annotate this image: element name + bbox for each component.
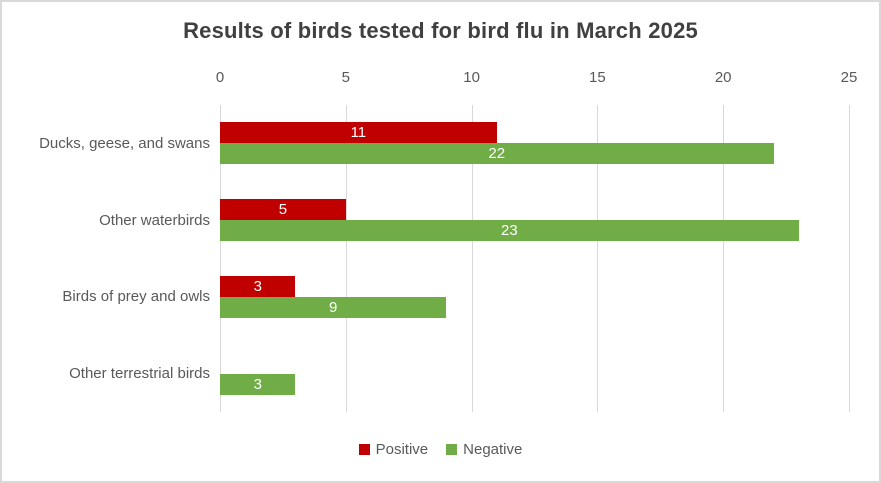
- bar-value-label: 23: [500, 222, 518, 240]
- bar-positive: [220, 122, 497, 144]
- gridline: [220, 105, 221, 412]
- category-label: Ducks, geese, and swans: [39, 134, 210, 152]
- legend-swatch-negative-icon: [446, 444, 458, 455]
- bar-negative: [220, 373, 296, 395]
- bar-value-label: 3: [253, 277, 262, 295]
- gridline: [597, 105, 599, 412]
- bar-negative: [220, 220, 799, 242]
- bar-value-label: 5: [278, 201, 288, 219]
- x-axis-tick-label: 10: [463, 69, 480, 86]
- legend-item-negative: Negative: [446, 441, 522, 458]
- chart-title: Results of birds tested for bird flu in …: [183, 18, 698, 43]
- bar-positive: [220, 275, 296, 297]
- category-label: Other terrestrial birds: [69, 365, 210, 383]
- legend-swatch-positive-icon: [358, 444, 370, 455]
- gridline: [849, 105, 850, 412]
- category-label: Birds of prey and owls: [62, 288, 210, 306]
- bar-negative: [220, 143, 774, 165]
- x-axis-tick-label: 0: [215, 69, 225, 86]
- gridline: [471, 105, 473, 412]
- x-axis-tick-label: 5: [341, 69, 350, 86]
- x-axis-tick-label: 15: [589, 69, 606, 86]
- legend-label-positive: Positive: [375, 441, 429, 458]
- bar-positive: [220, 199, 346, 221]
- legend: Positive Negative: [2, 441, 879, 458]
- category-label: Other waterbirds: [99, 211, 210, 229]
- gridline: [723, 105, 725, 412]
- x-axis-tick-label: 20: [714, 69, 732, 86]
- bar-value-label: 22: [488, 145, 506, 163]
- gridline: [345, 105, 347, 412]
- legend-label-negative: Negative: [463, 441, 523, 458]
- bar-value-label: 9: [329, 298, 338, 316]
- x-axis-tick-label: 25: [840, 69, 858, 86]
- legend-item-positive: Positive: [358, 441, 429, 458]
- bar-negative: [220, 296, 447, 318]
- bar-value-label: 11: [350, 124, 367, 142]
- bar-value-label: 3: [253, 375, 262, 393]
